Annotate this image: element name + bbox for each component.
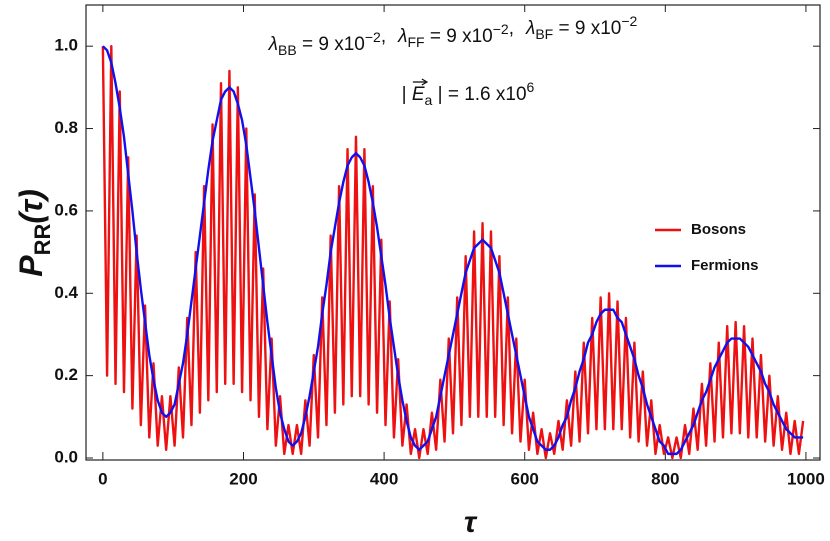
annotation-line1: λBB = 9 x10−2,​λFF = 9 x10−2,​λBF = 9 x1… <box>268 13 638 58</box>
ann-sub: BF <box>535 26 553 42</box>
y-label-sub: RR <box>30 224 55 256</box>
annotation-text: | Ea | = 1.6 x106 <box>402 79 535 108</box>
y-label-arg: (τ) <box>13 189 49 223</box>
ann-sep: , <box>381 26 386 47</box>
y-tick-label: 0.2 <box>54 365 78 384</box>
x-tick-label: 800 <box>651 469 679 488</box>
ann-sub: FF <box>407 34 424 50</box>
ann-symbol: λ <box>397 26 407 47</box>
annotation-line2: | Ea | = 1.6 x106 <box>402 78 535 108</box>
x-tick-label: 400 <box>370 469 398 488</box>
ann-sub: BB <box>278 42 297 58</box>
data-line <box>101 44 805 460</box>
ann-symbol: λ <box>268 34 278 55</box>
vector-arrow-head <box>421 78 429 86</box>
y-tick-label: 0.8 <box>54 118 78 137</box>
plot-frame <box>85 4 821 461</box>
legend-label: Bosons <box>691 221 746 238</box>
ann-symbol: λ <box>525 18 535 39</box>
ann-eq: = 9 x10 <box>553 18 621 39</box>
x-tick-label: 600 <box>511 469 539 488</box>
ann-eq: = 9 x10 <box>425 26 493 47</box>
legend: Bosons Fermions <box>655 221 759 274</box>
ann-sup: −2 <box>493 21 509 37</box>
y-tick-label: 0.4 <box>54 283 78 302</box>
legend-label: Fermions <box>691 257 759 274</box>
y-tick-label: 0.0 <box>54 447 78 466</box>
x-tick-label: 1000 <box>787 469 825 488</box>
ann-sub: a <box>425 92 433 108</box>
ann-symbol: E <box>412 84 425 105</box>
ann-sup: −2 <box>365 29 381 45</box>
y-label-symbol: P <box>13 255 49 277</box>
ann-eq: | = 1.6 x10 <box>432 84 526 105</box>
x-tick-label: 0 <box>98 469 107 488</box>
ann-eq: = 9 x10 <box>297 34 365 55</box>
data-line <box>102 45 804 456</box>
x-tick-label: 200 <box>229 469 257 488</box>
y-tick-label: 1.0 <box>54 36 78 55</box>
ann-pre: | <box>402 84 412 105</box>
y-axis-label: PRR(τ) <box>13 189 55 277</box>
ann-sup: 6 <box>527 79 535 95</box>
x-axis-label: τ <box>464 506 478 539</box>
ann-sup: −2 <box>621 13 637 29</box>
ann-sep: , <box>509 18 514 39</box>
plot-area <box>86 5 820 460</box>
y-tick-label: 0.6 <box>54 200 78 219</box>
